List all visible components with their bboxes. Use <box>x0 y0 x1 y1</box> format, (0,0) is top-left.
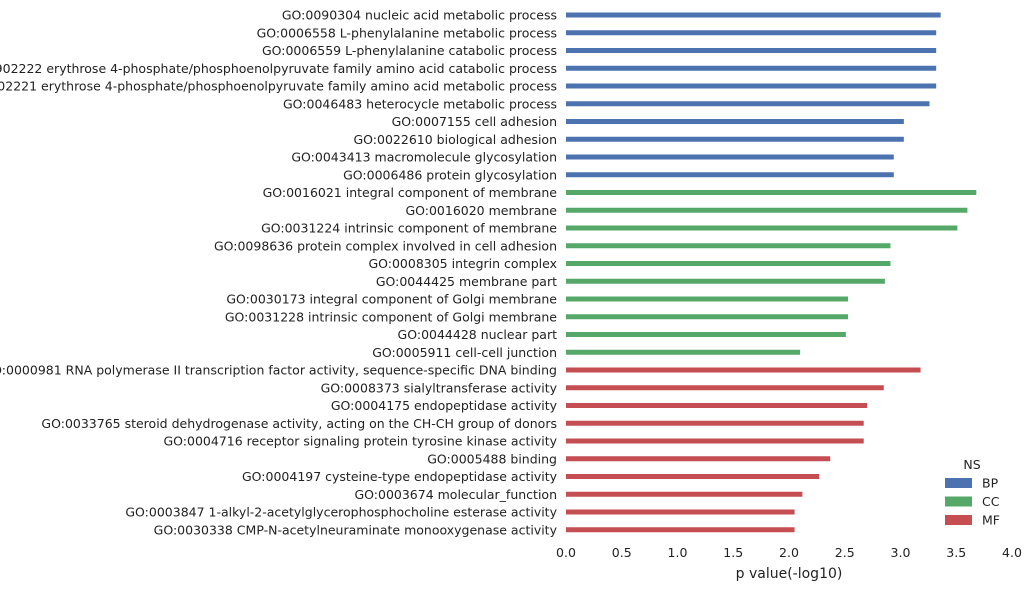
bar-cc <box>566 207 968 213</box>
x-tick-label: 4.0 <box>1002 545 1022 560</box>
category-label: GO:0004197 cysteine-type endopeptidase a… <box>242 469 558 484</box>
legend-swatch-mf <box>945 515 972 525</box>
legend-swatch-cc <box>945 496 972 507</box>
bar-cc <box>566 278 885 284</box>
legend-label-cc: CC <box>982 494 1000 509</box>
category-label: GO:0030338 CMP-N-acetylneuraminate monoo… <box>154 522 558 537</box>
category-label: GO:0016021 integral component of membran… <box>263 185 558 200</box>
bar-mf <box>566 367 921 373</box>
category-label: GO:0031228 intrinsic component of Golgi … <box>225 309 557 324</box>
x-tick-label: 2.5 <box>835 545 855 560</box>
legend: NS BP CC MF <box>945 457 1000 528</box>
bar-cc <box>566 261 891 266</box>
category-label: GO:0007155 cell adhesion <box>392 114 557 129</box>
category-label: GO:0006486 protein glycosylation <box>343 167 557 182</box>
bar-mf <box>566 474 820 479</box>
bar-mf <box>566 509 795 515</box>
bar-cc <box>566 314 849 320</box>
x-tick-label: 0.0 <box>556 545 576 560</box>
category-label: GO:0003847 1-alkyl-2-acetylglycerophosph… <box>125 505 557 520</box>
bar-cc <box>566 349 801 355</box>
category-label: GO:0005488 binding <box>427 451 557 466</box>
category-label: GO:0044428 nuclear part <box>398 327 558 342</box>
category-label: GO:0022610 biological adhesion <box>354 132 558 147</box>
category-label: GO:0000981 RNA polymerase II transcripti… <box>0 363 557 378</box>
category-label: GO:0004716 receptor signaling protein ty… <box>164 434 558 449</box>
legend-label-mf: MF <box>982 513 1000 528</box>
bar-mf <box>566 420 864 426</box>
x-tick-label: 1.5 <box>723 545 743 560</box>
category-label: GO:0033765 steroid dehydrogenase activit… <box>41 416 557 431</box>
bar-bp <box>566 48 937 53</box>
x-tick-label: 3.5 <box>946 545 966 560</box>
x-tick-label: 0.5 <box>612 545 632 560</box>
bar-cc <box>566 296 849 302</box>
bar-bp <box>566 101 930 107</box>
bar-bp <box>566 65 937 71</box>
bar-mf <box>566 491 803 497</box>
x-axis: 0.0 0.5 1.0 1.5 2.0 2.5 3.0 3.5 4.0 <box>556 545 1022 560</box>
bar-bp <box>566 30 937 36</box>
category-label: GO:1902221 erythrose 4-phosphate/phospho… <box>0 79 557 94</box>
bar-mf <box>566 403 868 408</box>
category-label: GO:0090304 nucleic acid metabolic proces… <box>282 8 557 23</box>
legend-title: NS <box>963 457 980 472</box>
bar-mf <box>566 527 795 533</box>
category-label: GO:0043413 macromolecule glycosylation <box>291 150 557 165</box>
x-tick-label: 3.0 <box>891 545 911 560</box>
bar-bp <box>566 136 904 142</box>
category-label: GO:0005911 cell-cell junction <box>372 345 557 360</box>
category-label: GO:0008305 integrin complex <box>368 256 557 271</box>
category-labels: GO:0090304 nucleic acid metabolic proces… <box>0 8 558 538</box>
legend-swatch-bp <box>945 478 972 488</box>
x-axis-label: p value(-log10) <box>736 566 843 582</box>
bars-layer <box>566 12 977 533</box>
category-label: GO:0098636 protein complex involved in c… <box>214 238 557 253</box>
x-tick-label: 2.0 <box>779 545 799 560</box>
bar-cc <box>566 332 846 337</box>
bar-bp <box>566 12 941 18</box>
category-label: GO:0006559 L-phenylalanine catabolic pro… <box>262 43 557 58</box>
category-label: GO:1902222 erythrose 4-phosphate/phospho… <box>0 61 557 76</box>
category-label: GO:0031224 intrinsic component of membra… <box>261 221 557 236</box>
category-label: GO:0006558 L-phenylalanine metabolic pro… <box>257 25 557 40</box>
category-label: GO:0008373 sialyltransferase activity <box>321 380 558 395</box>
category-label: GO:0003674 molecular_function <box>354 487 557 502</box>
bar-bp <box>566 154 894 160</box>
bar-mf <box>566 438 864 444</box>
bar-bp <box>566 172 894 178</box>
legend-label-bp: BP <box>982 476 999 491</box>
bar-cc <box>566 225 958 231</box>
x-tick-label: 1.0 <box>668 545 688 560</box>
bar-bp <box>566 119 904 124</box>
bar-cc <box>566 243 891 249</box>
category-label: GO:0044425 membrane part <box>376 274 557 289</box>
category-label: GO:0046483 heterocycle metabolic process <box>283 96 557 111</box>
category-label: GO:0016020 membrane <box>405 203 557 218</box>
bar-mf <box>566 385 884 391</box>
category-label: GO:0030173 integral component of Golgi m… <box>226 292 557 307</box>
bar-bp <box>566 83 937 89</box>
bar-cc <box>566 190 977 195</box>
bar-mf <box>566 456 831 462</box>
category-label: GO:0004175 endopeptidase activity <box>331 398 558 413</box>
